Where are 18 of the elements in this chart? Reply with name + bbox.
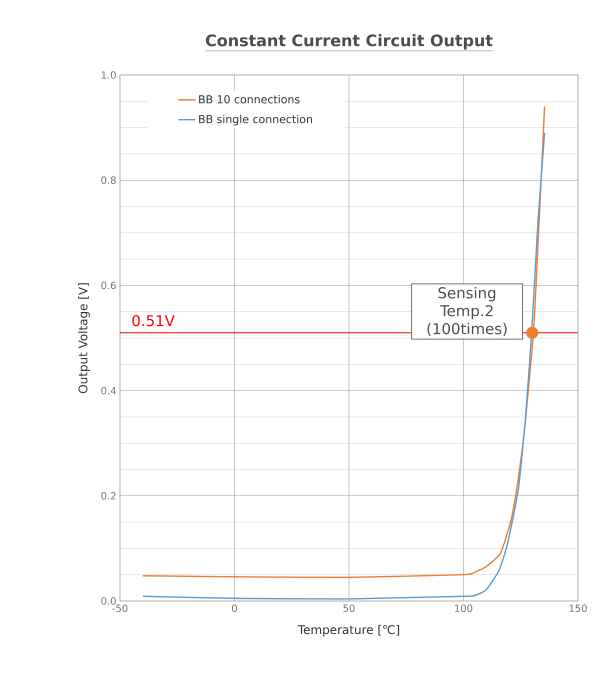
y-tick-label: 0.4 <box>101 386 116 394</box>
y-tick-label: 1.0 <box>102 71 116 79</box>
y-tick-label: 0.6 <box>101 282 116 290</box>
y-axis-title: Output Voltage [V] <box>78 283 90 394</box>
x-axis-title: Temperature [℃] <box>298 624 400 636</box>
y-tick-label: 0.2 <box>101 492 116 500</box>
x-tick-label: 50 <box>343 604 355 612</box>
chart-title: Constant Current Circuit Output <box>206 34 493 50</box>
ref-line-label: 0.51V <box>132 315 175 326</box>
x-tick-label: 0 <box>232 604 238 612</box>
annotation: Sensing Temp.2 (100times) <box>427 286 507 336</box>
x-tick-label: 100 <box>455 604 472 612</box>
legend-label: BB single connection <box>199 114 312 126</box>
x-tick-label: 150 <box>570 604 587 612</box>
legend-label: BB 10 connections <box>199 94 300 104</box>
y-tick-label: 0.0 <box>101 597 116 605</box>
x-tick-label: -50 <box>112 604 128 612</box>
y-tick-label: 0.8 <box>101 176 116 184</box>
